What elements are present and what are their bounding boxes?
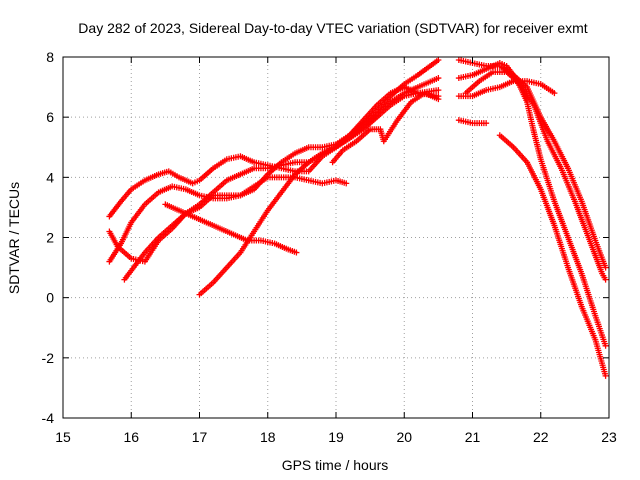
y-tick-label: 0 (46, 290, 54, 306)
data-point (435, 75, 442, 82)
y-tick-label: -4 (42, 410, 55, 426)
series-track-6 (196, 84, 442, 298)
series-track-11 (455, 57, 609, 271)
y-tick-label: 4 (46, 169, 54, 185)
series-track-12 (462, 69, 609, 283)
series-track-4 (121, 87, 442, 283)
data-point (602, 372, 609, 379)
x-tick-label: 20 (396, 429, 412, 445)
series-track-8 (455, 117, 490, 127)
x-tick-label: 16 (123, 429, 139, 445)
data-point (602, 276, 609, 283)
y-tick-label: 2 (46, 230, 54, 246)
x-axis-label: GPS time / hours (282, 457, 389, 473)
y-axis-label: SDTVAR / TECUs (6, 182, 22, 294)
data-point (483, 120, 490, 127)
x-tick-label: 18 (260, 429, 276, 445)
data-point (551, 90, 558, 97)
data-point (602, 342, 609, 349)
series-track-7 (329, 90, 442, 166)
x-tick-label: 15 (55, 429, 71, 445)
y-tick-label: -2 (42, 350, 55, 366)
data-point (435, 57, 442, 64)
data-point (343, 180, 350, 187)
series-track-5 (162, 201, 300, 256)
series-track-9 (455, 78, 558, 100)
series-track-1 (106, 57, 442, 265)
x-tick-label: 19 (328, 429, 344, 445)
series-track-3 (106, 174, 350, 265)
data-point (435, 87, 442, 94)
chart-title: Day 282 of 2023, Sidereal Day-to-day VTE… (78, 20, 587, 36)
data-point (293, 249, 300, 256)
axis-ticks: 15 16 17 18 19 20 21 22 23 -4 -2 0 2 4 6 8 (42, 49, 617, 445)
series-track-13 (496, 132, 609, 379)
y-tick-label: 8 (46, 49, 54, 65)
data-point (435, 96, 442, 103)
data-markers (106, 57, 609, 379)
y-tick-label: 6 (46, 109, 54, 125)
data-point (602, 264, 609, 271)
x-tick-label: 23 (601, 429, 617, 445)
x-tick-label: 22 (533, 429, 549, 445)
x-tick-label: 21 (465, 429, 481, 445)
x-tick-label: 17 (192, 429, 208, 445)
